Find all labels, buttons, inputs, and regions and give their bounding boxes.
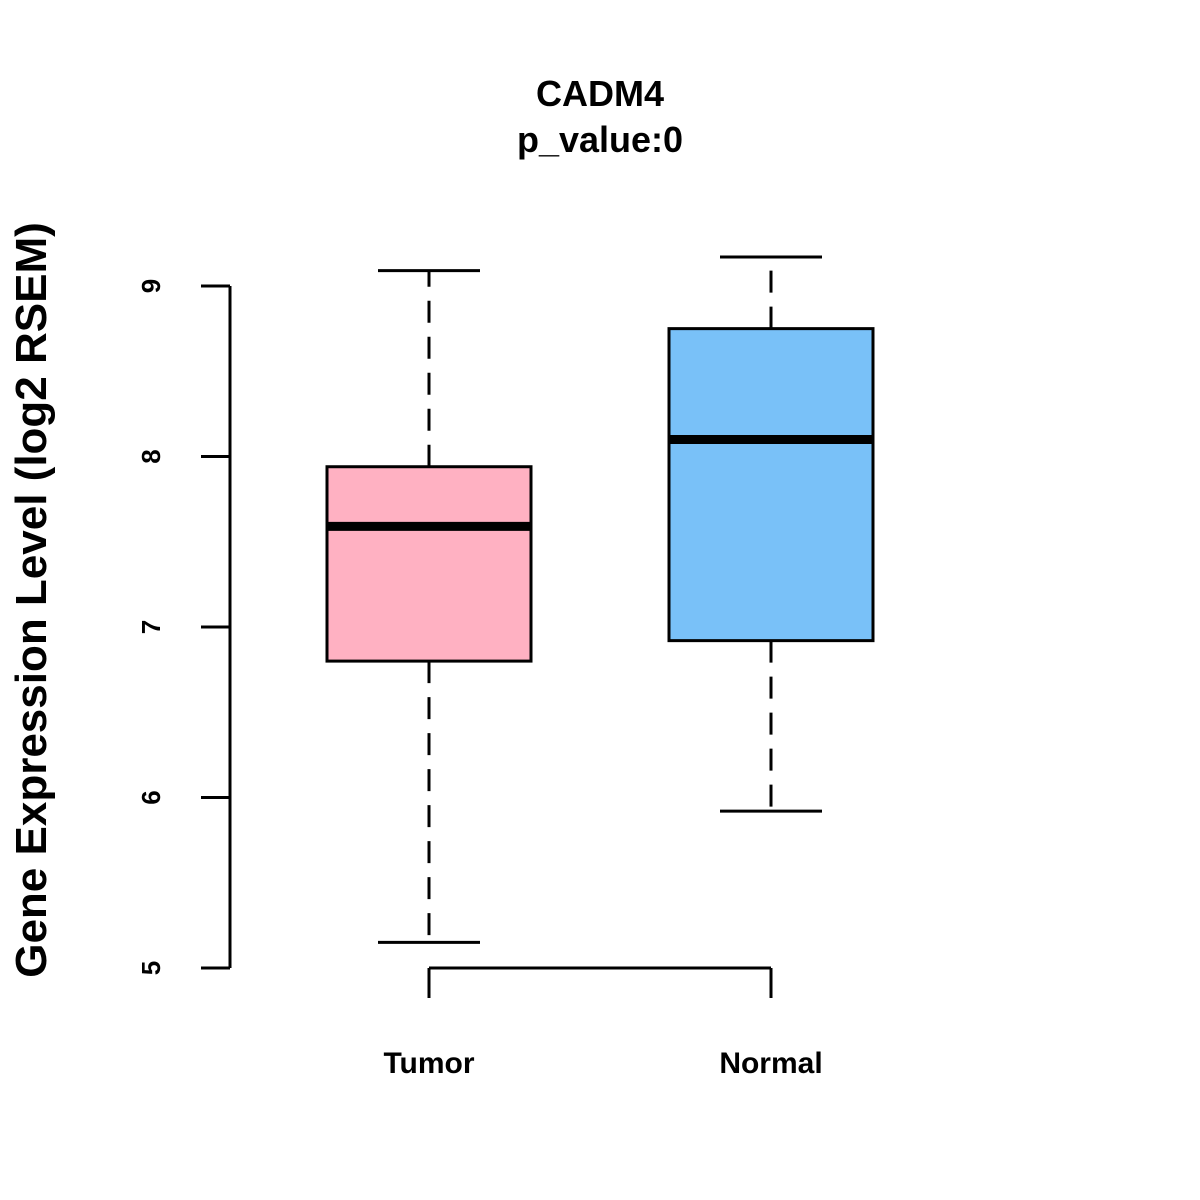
x-tick-label-normal: Normal bbox=[719, 1047, 822, 1080]
y-tick-label-8: 8 bbox=[136, 449, 166, 463]
chart-subtitle: p_value:0 bbox=[517, 119, 683, 160]
y-tick-label-7: 7 bbox=[136, 620, 166, 634]
x-axis: Tumor Normal bbox=[383, 966, 823, 1080]
y-axis-label: Gene Expression Level (log2 RSEM) bbox=[7, 222, 56, 978]
y-tick-label-9: 9 bbox=[136, 279, 166, 293]
boxes-group bbox=[325, 255, 875, 944]
chart-title: CADM4 bbox=[536, 73, 664, 114]
y-tick-label-5: 5 bbox=[136, 961, 166, 975]
tumor-box bbox=[325, 465, 533, 663]
y-axis: 5 6 7 8 9 bbox=[136, 279, 232, 975]
x-tick-label-tumor: Tumor bbox=[383, 1047, 474, 1080]
y-tick-label-6: 6 bbox=[136, 790, 166, 804]
normal-box bbox=[667, 327, 875, 643]
